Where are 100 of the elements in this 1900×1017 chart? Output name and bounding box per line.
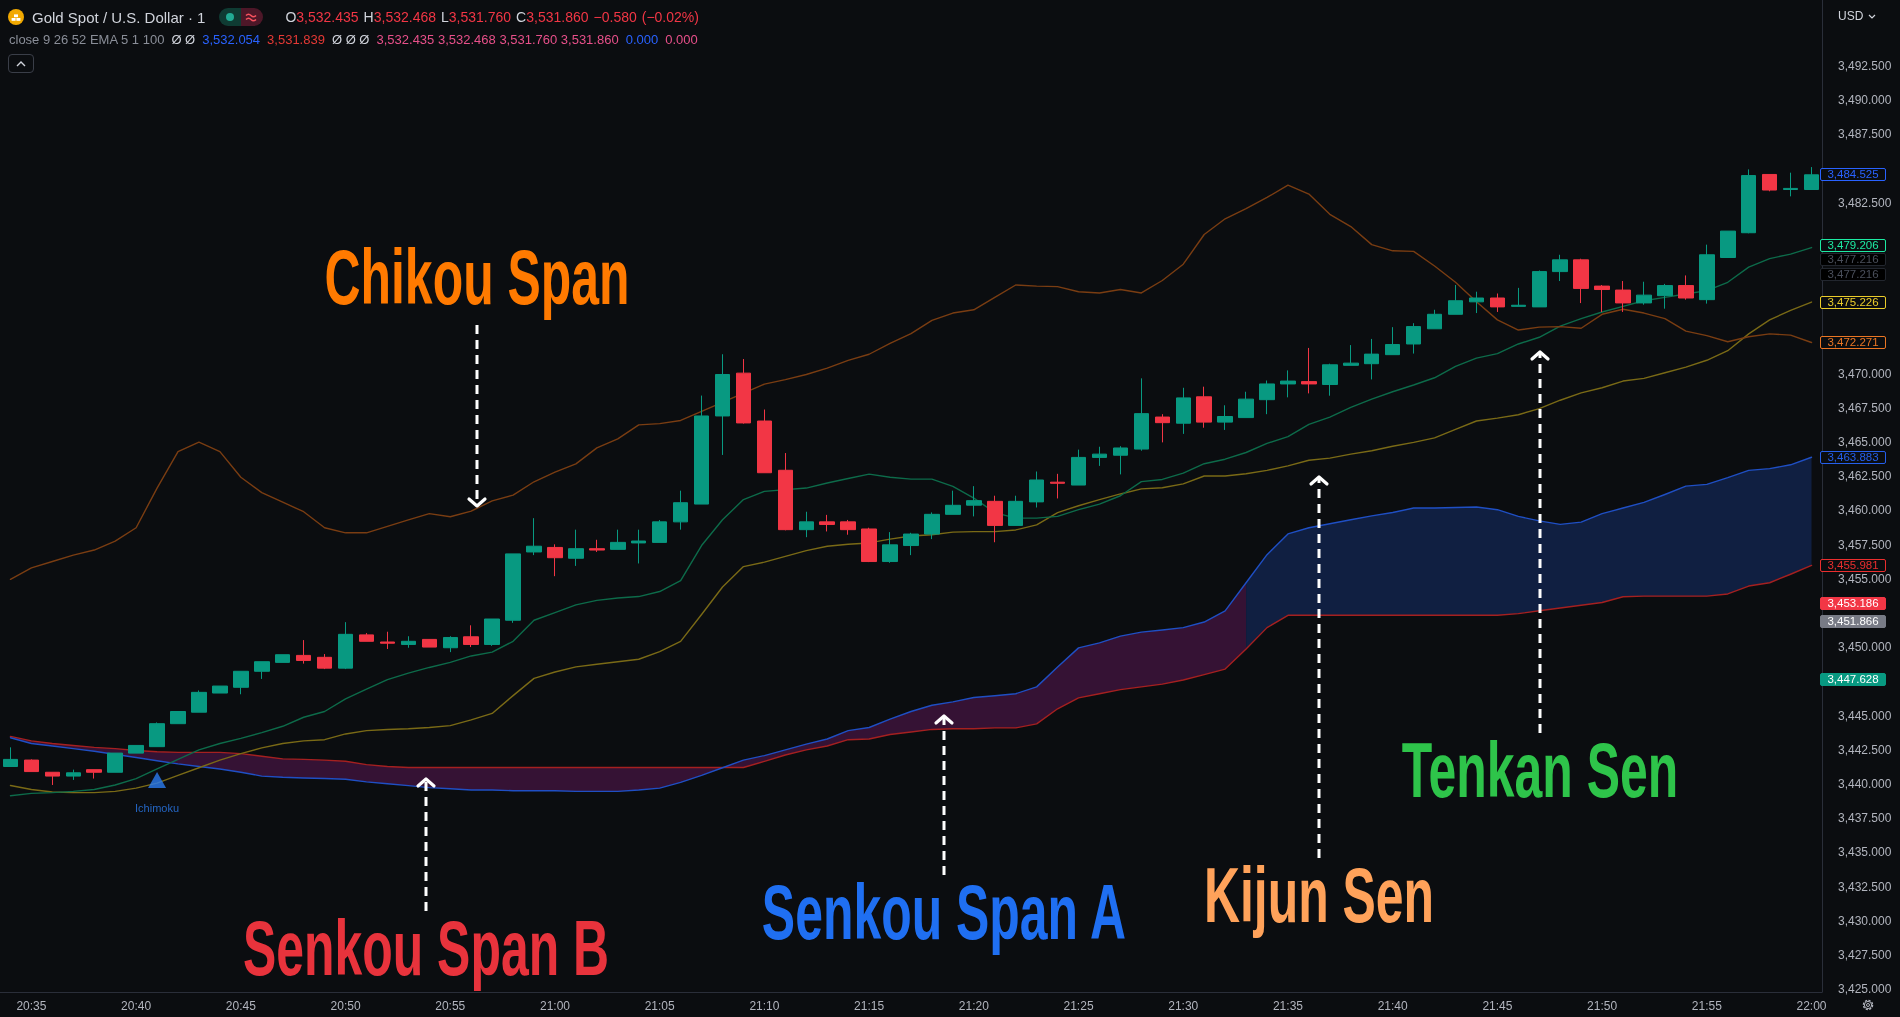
candlestick — [1134, 377, 1149, 452]
candlestick — [45, 771, 60, 786]
candlestick — [652, 519, 667, 543]
candlestick — [401, 635, 416, 649]
candlestick — [1762, 173, 1777, 192]
candlestick — [610, 529, 626, 550]
annotation: Senkou Span B — [243, 904, 610, 992]
candlestick — [736, 358, 751, 425]
candlestick — [212, 685, 228, 694]
candlestick — [882, 531, 898, 564]
candlestick — [966, 485, 982, 517]
candlestick — [86, 769, 102, 780]
candlestick — [1050, 473, 1065, 499]
candlestick — [443, 635, 458, 653]
data-label: 3,463.883 — [1820, 450, 1886, 464]
candlestick — [1448, 284, 1463, 315]
candlestick — [1532, 270, 1547, 308]
candlestick — [1615, 280, 1631, 313]
candlestick — [1238, 391, 1254, 419]
candlestick — [1720, 230, 1736, 259]
candlestick — [1217, 404, 1233, 431]
annotation: Kijun Sen — [1204, 851, 1435, 939]
candlestick — [1322, 363, 1338, 397]
candlestick — [24, 758, 39, 773]
x-tick-label: 21:40 — [1377, 999, 1409, 1013]
data-label: 3,472.271 — [1820, 335, 1886, 349]
candlestick — [589, 539, 605, 553]
candlestick — [1699, 244, 1715, 305]
annotation: 3,531.839 — [267, 32, 325, 47]
candlestick — [1594, 284, 1610, 313]
annotation: Ø Ø Ø — [331, 32, 370, 47]
candlestick — [568, 529, 584, 567]
data-label: 3,475.226 — [1820, 295, 1886, 309]
annotation: 0.000 — [625, 32, 659, 47]
candlestick — [149, 721, 165, 748]
text: O3,532.435 H3,532.468 L3,531.760 C3,531.860 −0.580 (−0.02%) — [285, 9, 699, 25]
candlestick — [1406, 322, 1421, 355]
text: 3,484.525 — [1827, 168, 1879, 181]
text: USD — [1838, 9, 1864, 23]
y-tick-label: 3,455.000 — [1838, 571, 1892, 586]
candlestick — [380, 631, 395, 650]
x-tick-label: 21:45 — [1482, 999, 1513, 1013]
x-tick-label: 20:50 — [330, 999, 361, 1013]
candlestick — [1490, 293, 1505, 313]
candlestick — [66, 769, 81, 781]
y-tick-label: 3,457.500 — [1838, 537, 1892, 552]
x-tick-label: 20:40 — [121, 999, 152, 1013]
y-tick-label: 3,460.000 — [1838, 503, 1892, 518]
candlestick — [673, 490, 688, 531]
y-tick-label: 3,470.000 — [1838, 366, 1892, 381]
candlestick — [924, 511, 940, 540]
x-tick-label: 22:00 — [1796, 999, 1827, 1013]
y-tick-label: 3,462.500 — [1838, 469, 1892, 484]
candlestick — [317, 653, 332, 670]
candlestick — [903, 532, 919, 556]
y-tick-label: 3,492.500 — [1838, 58, 1892, 73]
candlestick — [1029, 471, 1044, 508]
candlestick — [1427, 309, 1442, 330]
candlestick — [631, 529, 646, 564]
annotation: Chikou Span — [324, 233, 630, 321]
line-series — [9, 184, 1813, 581]
candlestick — [1343, 344, 1359, 366]
y-tick-label: 3,467.500 — [1838, 400, 1892, 415]
y-tick-label: 3,445.000 — [1838, 708, 1892, 723]
y-tick-label: 3,450.000 — [1838, 640, 1892, 655]
candlestick — [694, 395, 709, 505]
candlestick — [1364, 338, 1379, 380]
candlestick — [505, 553, 521, 624]
candlestick — [1196, 386, 1212, 429]
annotation: 3,532.435 3,532.468 3,531.760 3,531.860 — [376, 32, 619, 47]
x-tick-label: 21:55 — [1691, 999, 1723, 1013]
candlestick — [296, 639, 311, 665]
annotation: Tenkan Sen — [1401, 726, 1679, 814]
candlestick — [945, 490, 961, 515]
text: 3,453.186 — [1820, 597, 1886, 610]
x-tick-label: 21:00 — [539, 999, 571, 1013]
candlestick — [987, 495, 1003, 543]
candlestick — [1113, 445, 1128, 475]
candlestick — [1678, 274, 1694, 301]
candlestick — [338, 621, 353, 670]
candlestick — [233, 670, 249, 695]
candlestick — [1552, 254, 1568, 282]
candlestick — [819, 514, 835, 532]
y-tick-label: 3,435.000 — [1838, 845, 1892, 860]
x-tick-label: 21:10 — [749, 999, 780, 1013]
y-tick-label: 3,482.500 — [1838, 195, 1892, 210]
candlestick — [861, 527, 877, 563]
candlestick — [1657, 283, 1673, 310]
candlestick — [526, 517, 542, 556]
candlestick — [1741, 168, 1756, 234]
candlestick — [107, 752, 123, 773]
candlestick — [1573, 258, 1589, 304]
x-tick-label: 20:45 — [225, 999, 257, 1013]
candlestick — [359, 632, 374, 642]
candlestick — [254, 661, 270, 680]
candlestick — [1511, 287, 1526, 307]
candlestick — [1804, 166, 1819, 191]
y-tick-label: 3,427.500 — [1838, 948, 1892, 963]
candlestick — [128, 744, 144, 754]
x-tick-label: 21:35 — [1272, 999, 1304, 1013]
